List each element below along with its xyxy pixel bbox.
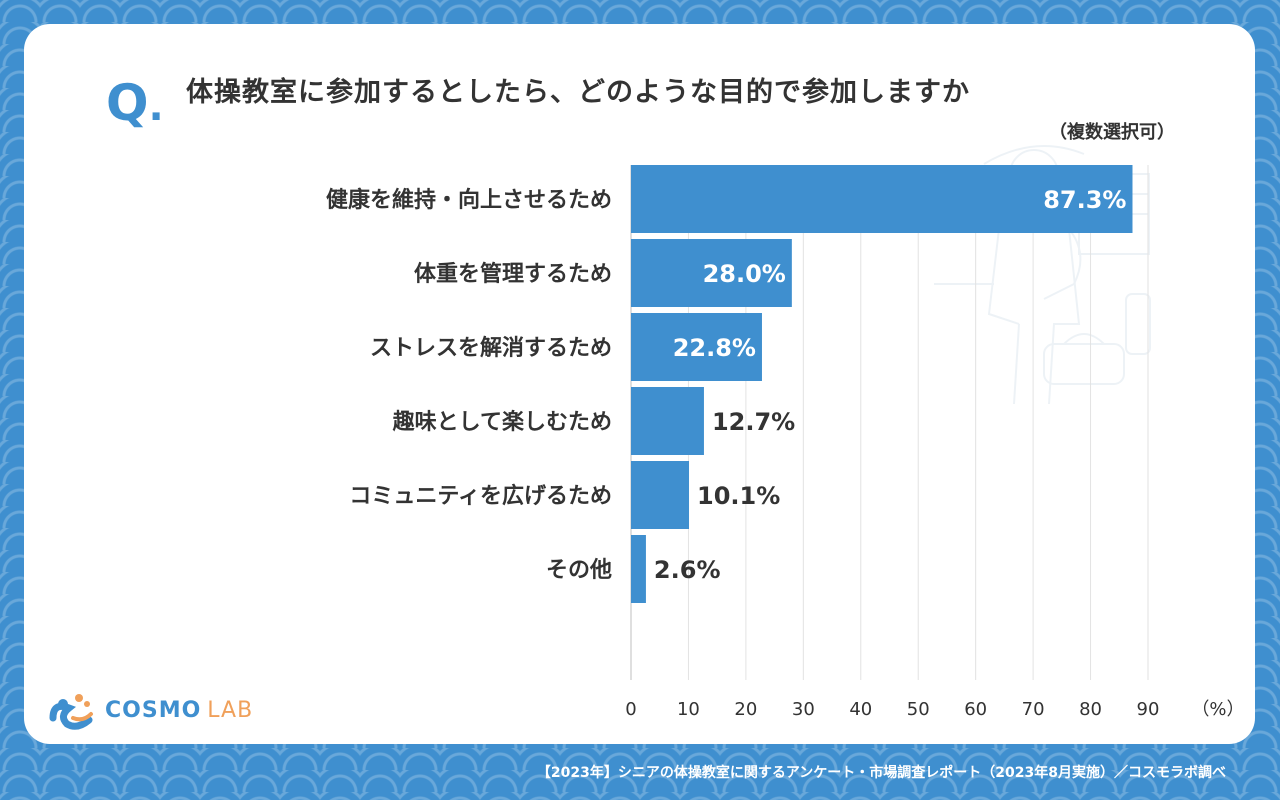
bar-3	[631, 387, 704, 455]
bar-4	[631, 461, 690, 529]
footer-source: 【2023年】シニアの体操教室に関するアンケート・市場調査レポート（2023年8…	[536, 765, 1226, 781]
x-tick-label: 0	[625, 699, 636, 720]
x-tick-label: 70	[1022, 699, 1045, 720]
category-label: コミュニティを広げるため	[349, 483, 612, 509]
x-unit-label: （%）	[1191, 699, 1244, 720]
question-mark: Q.	[106, 74, 164, 132]
bar-0	[631, 165, 1133, 233]
category-label: 趣味として楽しむため	[392, 409, 612, 435]
question-subtitle: （複数選択可）	[1049, 122, 1175, 143]
category-label: その他	[546, 558, 612, 583]
category-label: ストレスを解消するため	[370, 335, 612, 361]
x-tick-label: 40	[849, 699, 872, 720]
data-label: 2.6%	[654, 556, 721, 584]
category-label: 体重を管理するため	[414, 261, 612, 287]
data-label: 10.1%	[697, 482, 780, 510]
bar-1	[631, 239, 792, 307]
cosmo-logo-icon	[49, 694, 93, 730]
x-tick-label: 80	[1079, 699, 1102, 720]
data-label: 28.0%	[703, 260, 786, 288]
data-label: 87.3%	[1043, 186, 1126, 214]
chart-card: Q. 体操教室に参加するとしたら、どのような目的で参加しますか （複数選択可）	[24, 24, 1255, 744]
data-label: 22.8%	[673, 334, 756, 362]
x-tick-label: 30	[792, 699, 815, 720]
x-tick-label: 20	[734, 699, 757, 720]
bar-2	[631, 313, 762, 381]
question-title: 体操教室に参加するとしたら、どのような目的で参加しますか	[186, 77, 970, 108]
bar-5	[631, 535, 646, 603]
x-tick-label: 60	[964, 699, 987, 720]
x-tick-label: 90	[1137, 699, 1160, 720]
x-tick-label: 10	[677, 699, 700, 720]
data-label: 12.7%	[712, 408, 795, 436]
logo-text-sub: LAB	[207, 697, 254, 723]
cosmo-lab-logo: COSMO LAB	[47, 688, 253, 732]
logo-text-main: COSMO	[105, 697, 202, 723]
category-label: 健康を維持・向上させるため	[326, 187, 612, 213]
x-tick-label: 50	[907, 699, 930, 720]
